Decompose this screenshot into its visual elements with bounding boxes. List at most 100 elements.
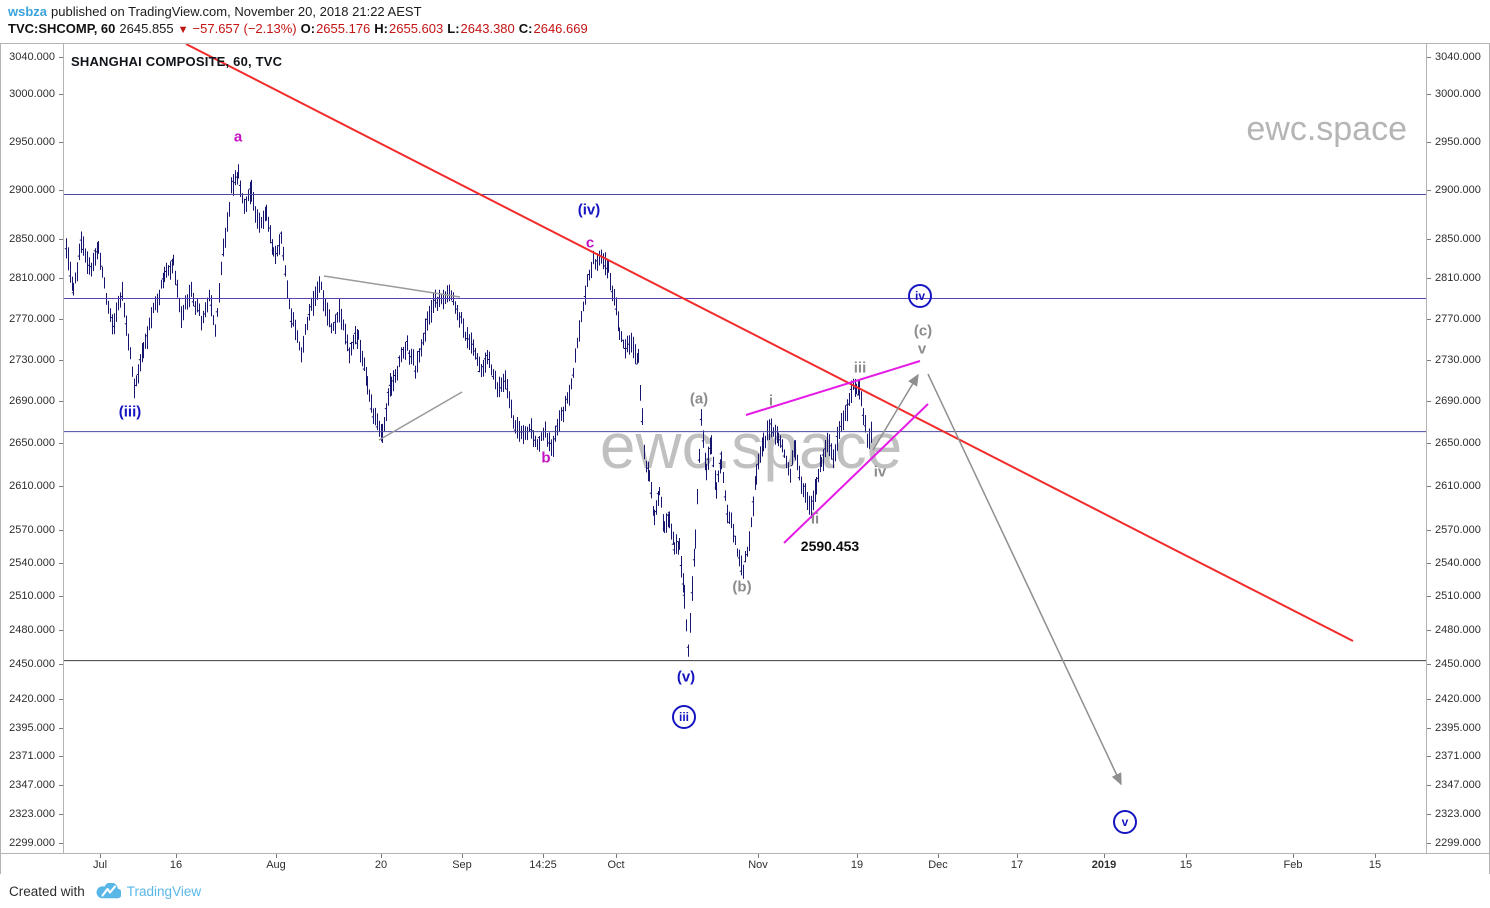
price-tick-mark [1427, 486, 1431, 488]
price-tick-2570: 2570.000 [1435, 523, 1481, 536]
price-axis-left[interactable]: 3040.000 3000.000 2950.000 2900.000 2850.000… [1, 44, 64, 853]
price-tick-2371: 2371.000 [9, 750, 55, 763]
price-tick-mark [1427, 784, 1431, 786]
price-tick-mark [1427, 529, 1431, 531]
price-tick-2450: 2450.000 [9, 658, 55, 671]
price-tick-mark [59, 486, 63, 488]
price-tick-mark [59, 94, 63, 96]
time-tick-Dec: Dec [928, 859, 948, 871]
price-tick-2299: 2299.000 [9, 837, 55, 850]
price-tick-mark [1427, 443, 1431, 445]
price-tick-2770: 2770.000 [9, 312, 55, 325]
low-value: 2643.380 [460, 21, 515, 36]
price-tick-mark [1427, 141, 1431, 143]
high-value: 2655.603 [389, 21, 444, 36]
price-tick-mark [59, 756, 63, 758]
price-tick-mark [1427, 278, 1431, 280]
price-tick-2570: 2570.000 [9, 523, 55, 536]
time-tick-mark [1017, 854, 1018, 858]
close-value: 2646.669 [533, 21, 588, 36]
gray-arrow-down[interactable] [927, 373, 1122, 786]
price-tick-2900: 2900.000 [9, 183, 55, 196]
chart-title: SHANGHAI COMPOSITE, 60, TVC [71, 54, 283, 69]
magenta-channel-lower[interactable] [783, 403, 929, 544]
footer: Created with TradingView [0, 874, 1490, 908]
price-tick-mark [59, 278, 63, 280]
gray-trendline-lower[interactable] [378, 391, 463, 441]
open-label: O: [300, 21, 316, 36]
price-tick-2540: 2540.000 [9, 556, 55, 569]
price-pane[interactable]: ewc.space [64, 44, 1426, 853]
price-change: −57.657 (−2.13%) [192, 21, 297, 36]
watermark-center: ewc.space [600, 410, 902, 482]
close-label: C: [518, 21, 533, 36]
time-tick-mark [462, 854, 463, 858]
open-value: 2655.176 [316, 21, 371, 36]
down-triangle-icon: ▼ [177, 24, 189, 36]
price-tick-mark [59, 401, 63, 403]
time-tick-mark [1293, 854, 1294, 858]
high-label: H: [374, 21, 389, 36]
time-tick-mark [857, 854, 858, 858]
price-tick-2690: 2690.000 [9, 395, 55, 408]
price-tick-mark [1427, 843, 1431, 845]
time-tick-Nov: Nov [748, 859, 768, 871]
price-tick-mark [59, 189, 63, 191]
magenta-channel-upper[interactable] [745, 360, 921, 416]
price-tick-2347: 2347.000 [9, 778, 55, 791]
symbol-ohlc-line: TVC:SHCOMP, 60 2645.855 ▼ −57.657 (−2.13%) O… [8, 21, 592, 36]
price-tick-mark [59, 727, 63, 729]
time-tick-mark [1186, 854, 1187, 858]
price-tick-2850: 2850.000 [1435, 232, 1481, 245]
price-tick-mark [1427, 238, 1431, 240]
price-tick-mark [1427, 359, 1431, 361]
chart-area: ewc.space SHANGHAI COMPOSITE, 60, TVC ew… [0, 43, 1490, 875]
price-tick-mark [1427, 57, 1431, 58]
price-tick-mark [59, 698, 63, 700]
tradingview-brand-link[interactable]: TradingView [126, 883, 202, 899]
price-tick-mark [59, 813, 63, 815]
price-tick-2323: 2323.000 [9, 807, 55, 820]
low-label: L: [447, 21, 460, 36]
author-link[interactable]: wsbza [8, 4, 48, 19]
red-trendline[interactable] [185, 44, 1354, 642]
price-tick-mark [59, 57, 63, 58]
created-with-text: Created with [9, 883, 85, 899]
price-tick-2395: 2395.000 [9, 721, 55, 734]
price-tick-2730: 2730.000 [1435, 353, 1481, 366]
time-tick-17: 17 [1010, 859, 1024, 871]
gray-trendline-upper[interactable] [323, 275, 461, 298]
price-tick-mark [1427, 596, 1431, 597]
price-tick-mark [59, 318, 63, 320]
price-tick-2950: 2950.000 [1435, 135, 1481, 148]
price-tick-mark [1427, 756, 1431, 758]
price-bars [64, 164, 872, 657]
time-tick-16: 16 [169, 859, 183, 871]
price-tick-3000: 3000.000 [9, 88, 55, 101]
price-tick-mark [1427, 664, 1431, 666]
time-tick-Jul: Jul [92, 859, 108, 871]
price-tick-3040: 3040.000 [1435, 51, 1481, 63]
time-tick-mark [276, 854, 277, 858]
price-tick-mark [59, 359, 63, 361]
time-tick-20: 20 [374, 859, 388, 871]
time-tick-mark [1104, 854, 1105, 858]
price-tick-2810: 2810.000 [1435, 272, 1481, 285]
time-tick-Feb: Feb [1283, 859, 1303, 871]
price-tick-mark [59, 843, 63, 845]
price-tick-2690: 2690.000 [1435, 395, 1481, 408]
price-axis-right[interactable]: 3040.000 3000.000 2950.000 2900.000 2850.000… [1426, 44, 1489, 853]
price-tick-2650: 2650.000 [1435, 437, 1481, 450]
price-tick-2395: 2395.000 [1435, 721, 1481, 734]
price-tick-2850: 2850.000 [9, 232, 55, 245]
price-tick-2371: 2371.000 [1435, 750, 1481, 763]
gray-arrow-up[interactable] [872, 373, 919, 451]
price-tick-2420: 2420.000 [9, 692, 55, 705]
price-tick-mark [1427, 727, 1431, 729]
time-tick-Oct: Oct [607, 859, 625, 871]
time-axis[interactable]: Jul 16 Aug 20 Sep 14:25 Oct Nov 19 Dec 17 2019 15 Feb… [1, 853, 1489, 874]
price-tick-2480: 2480.000 [9, 623, 55, 636]
price-tick-2770: 2770.000 [1435, 312, 1481, 325]
price-tick-2347: 2347.000 [1435, 778, 1481, 791]
time-tick-19: 19 [850, 859, 864, 871]
